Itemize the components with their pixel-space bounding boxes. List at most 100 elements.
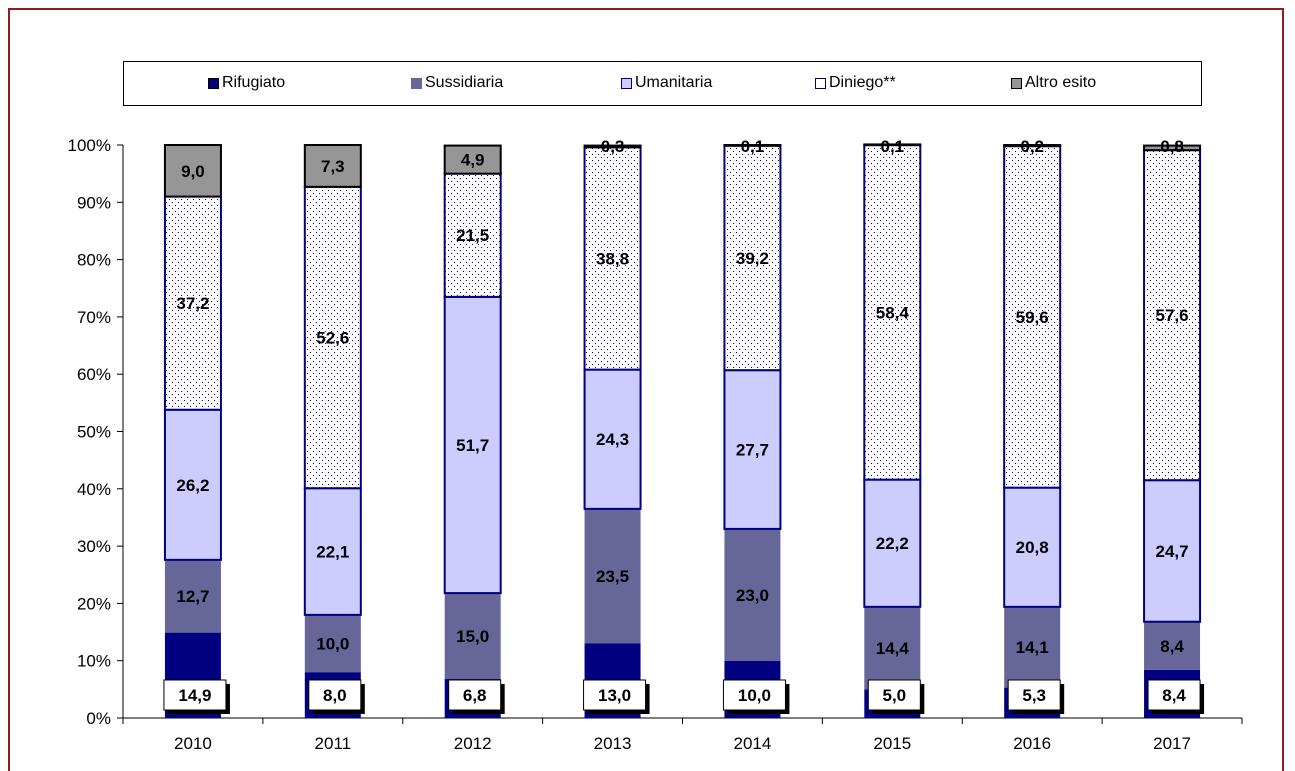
data-label: 14,9: [178, 686, 211, 705]
y-tick-label: 30%: [77, 537, 111, 556]
legend-swatch-rifugiato: [208, 77, 219, 89]
data-label: 0,2: [1020, 137, 1044, 156]
data-label: 0,8: [1160, 137, 1184, 156]
y-tick-label: 0%: [86, 709, 111, 728]
data-label: 0,3: [601, 137, 625, 156]
x-tick-label: 2011: [315, 734, 352, 753]
x-tick-label: 2010: [174, 734, 212, 753]
y-tick-label: 20%: [77, 594, 111, 613]
y-tick-label: 90%: [77, 193, 111, 212]
data-label: 22,1: [316, 543, 349, 562]
data-label: 10,0: [738, 686, 771, 705]
data-label-box: [722, 679, 786, 711]
data-label: 9,0: [181, 162, 205, 181]
y-tick-label: 80%: [77, 251, 111, 270]
data-label: 37,2: [176, 294, 209, 313]
data-label-box: [448, 679, 502, 711]
data-label: 23,0: [736, 586, 769, 605]
y-tick-label: 10%: [77, 652, 111, 671]
data-label: 27,7: [736, 441, 769, 460]
legend-item-diniego: Diniego**: [815, 74, 896, 92]
data-label: 15,0: [456, 627, 489, 646]
bar-segment: [163, 195, 222, 411]
legend-item-sussidiaria: Sussidiaria: [411, 74, 503, 92]
legend-swatch-sussidiaria: [411, 77, 422, 89]
bar-segment: [583, 146, 642, 371]
data-label: 4,9: [461, 151, 485, 170]
bar-segment: [163, 144, 222, 198]
chart-frame: [8, 8, 1284, 771]
x-tick-label: 2013: [594, 734, 632, 753]
data-label: 26,2: [176, 476, 209, 495]
x-tick-label: 2015: [873, 734, 911, 753]
data-label: 0,1: [741, 137, 765, 156]
bar-segment: [1003, 144, 1062, 148]
data-label: 8,4: [1162, 686, 1186, 705]
data-label: 7,3: [321, 157, 345, 176]
x-tick-label: 2014: [734, 734, 772, 753]
bar-segment: [303, 185, 362, 490]
y-tick-label: 50%: [77, 423, 111, 442]
data-label: 0,1: [880, 137, 904, 156]
bar-segment: [1003, 145, 1062, 489]
legend-swatch-altro-esito: [1011, 77, 1022, 89]
data-label: 10,0: [316, 635, 349, 654]
x-tick-label: 2017: [1153, 734, 1191, 753]
bar-segment: [863, 143, 922, 147]
chart-legend: Rifugiato Sussidiaria Umanitaria Diniego…: [123, 61, 1202, 106]
data-label: 24,3: [596, 430, 629, 449]
data-label: 14,1: [1016, 638, 1049, 657]
legend-label-sussidiaria: Sussidiaria: [425, 74, 504, 91]
bar-segment: [443, 144, 502, 175]
data-label: 52,6: [316, 329, 349, 348]
data-label: 5,0: [882, 686, 906, 705]
bar-segment: [864, 606, 921, 690]
legend-item-altro-esito: Altro esito: [1011, 74, 1096, 92]
bar-segment: [163, 408, 222, 561]
data-label: 39,2: [736, 249, 769, 268]
bar-segment: [1143, 149, 1202, 482]
bar-segment: [724, 528, 781, 661]
bar-segment: [1143, 144, 1202, 152]
y-tick-label: 100%: [68, 136, 111, 155]
data-label: 13,0: [598, 686, 631, 705]
x-tick-label: 2012: [454, 734, 492, 753]
data-label-box: [163, 679, 227, 711]
data-label: 21,5: [456, 226, 489, 245]
y-tick-label: 70%: [77, 308, 111, 327]
data-label: 24,7: [1156, 542, 1189, 561]
bar-segment: [303, 487, 362, 616]
data-label: 6,8: [463, 686, 487, 705]
legend-label-umanitaria: Umanitaria: [635, 74, 713, 91]
data-label: 23,5: [596, 567, 629, 586]
bar-segment: [1004, 606, 1061, 688]
bar-segment: [304, 614, 361, 673]
legend-label-altro-esito: Altro esito: [1025, 74, 1097, 91]
bar-segment: [303, 144, 362, 188]
legend-item-umanitaria: Umanitaria: [621, 74, 712, 92]
data-label: 51,7: [456, 436, 489, 455]
legend-label-diniego: Diniego**: [829, 74, 896, 91]
legend-swatch-umanitaria: [621, 77, 632, 89]
y-tick-label: 40%: [77, 480, 111, 499]
bar-segment: [1143, 479, 1202, 623]
data-label: 20,8: [1016, 538, 1049, 557]
legend-item-rifugiato: Rifugiato: [208, 74, 285, 92]
bar-segment: [164, 559, 221, 633]
x-tick-label: 2016: [1013, 734, 1051, 753]
data-label-box: [867, 679, 921, 711]
bar-segment: [584, 508, 641, 644]
data-label: 5,3: [1022, 686, 1046, 705]
data-label-box: [308, 679, 362, 711]
y-tick-label: 60%: [77, 365, 111, 384]
bar-segment: [444, 593, 501, 680]
legend-swatch-diniego: [815, 77, 826, 89]
data-label: 8,4: [1160, 637, 1184, 656]
data-label: 8,0: [323, 686, 347, 705]
bar-segment: [723, 144, 782, 147]
data-label: 12,7: [176, 587, 209, 606]
bar-segment: [1144, 621, 1201, 670]
bar-segment: [723, 369, 782, 530]
data-label: 14,4: [876, 639, 910, 658]
